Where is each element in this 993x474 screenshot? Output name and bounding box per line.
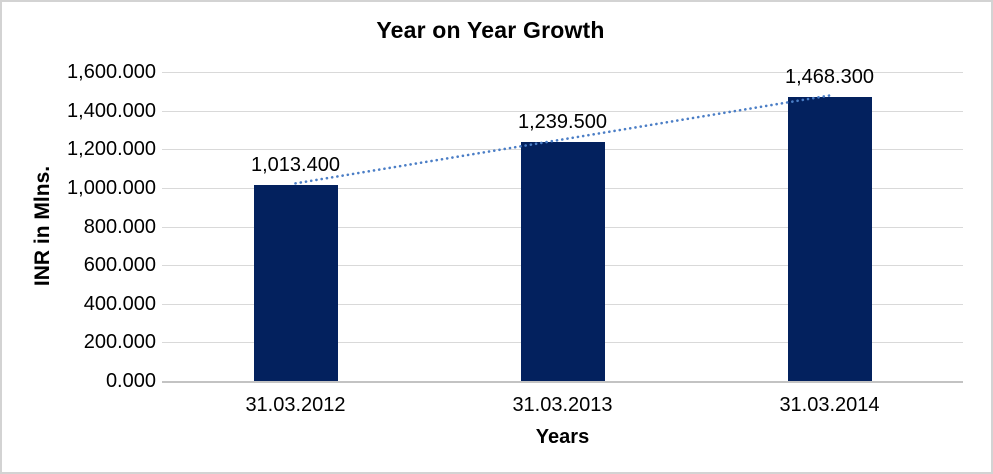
x-tick-label: 31.03.2013 (512, 394, 613, 416)
bar (520, 141, 605, 381)
y-tick-label: 400.000 (83, 292, 156, 315)
x-axis-line (162, 380, 963, 383)
y-tick-label: 1,600.000 (67, 61, 156, 83)
bar (787, 97, 872, 381)
y-tick-label: 1,400.000 (67, 99, 156, 122)
y-tick-label: 0.000 (105, 370, 156, 392)
y-tick-label: 200.000 (83, 331, 156, 354)
y-tick-label: 1,000.000 (67, 176, 156, 199)
y-tick-label: 800.000 (83, 215, 156, 238)
x-axis-title: Years (535, 426, 590, 448)
x-tick-label: 31.03.2012 (245, 394, 346, 416)
chart-title: Year on Year Growth (376, 17, 605, 43)
bar-value-label: 1,468.300 (785, 66, 874, 89)
y-tick-label: 600.000 (83, 254, 156, 277)
x-tick-label: 31.03.2014 (779, 394, 880, 416)
y-tick-label: 1,200.000 (67, 138, 156, 161)
bar-value-label: 1,013.400 (251, 154, 340, 177)
gridline (162, 72, 963, 73)
bar-value-label: 1,239.500 (518, 110, 607, 133)
bar (253, 185, 338, 381)
